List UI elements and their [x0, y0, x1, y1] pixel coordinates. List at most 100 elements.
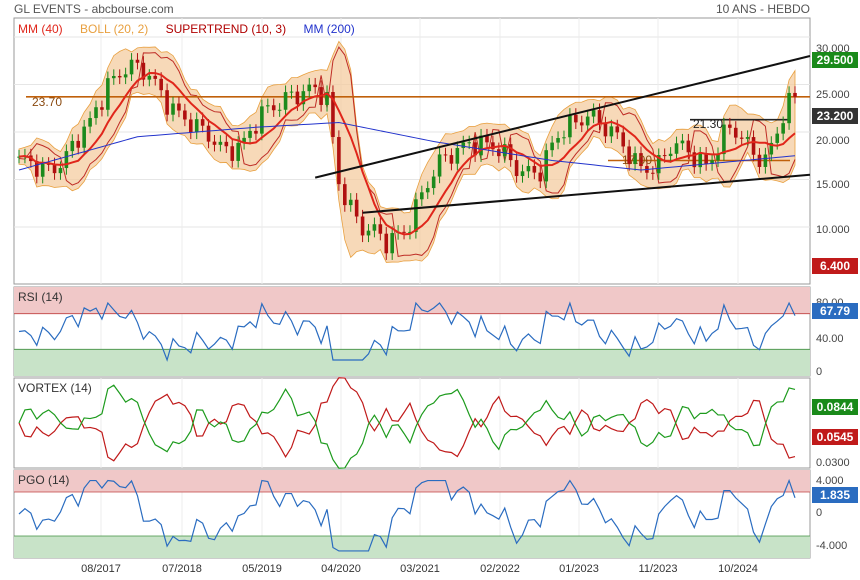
price-candle: [212, 141, 217, 145]
price-candle: [46, 163, 51, 165]
price-candle: [674, 143, 679, 154]
price-candle: [680, 140, 685, 144]
rsi-oversold-zone: [14, 349, 810, 376]
rsi-ytick: 0: [816, 366, 823, 378]
price-candle: [479, 135, 483, 156]
rsi-label: RSI (14): [18, 290, 63, 304]
price-candle: [254, 130, 258, 134]
price-candle: [497, 149, 501, 157]
price-candle: [200, 119, 205, 126]
price-candle: [159, 78, 163, 91]
rsi-ytick: 40.00: [816, 333, 844, 345]
x-axis-label: 11/2023: [638, 563, 678, 575]
price-candle: [769, 142, 774, 155]
price-candle: [502, 144, 507, 157]
price-candle: [751, 137, 756, 155]
price-candle: [289, 91, 294, 93]
vortex-plus-badge: 0.0844: [812, 399, 858, 415]
level-label: 17.00: [622, 153, 653, 167]
price-candle: [384, 233, 389, 254]
trendline: [314, 55, 811, 179]
price-candle: [17, 156, 21, 158]
price-candle: [609, 126, 614, 137]
x-axis-label: 05/2019: [242, 563, 282, 575]
price-candle: [639, 153, 643, 167]
price-candle: [331, 92, 335, 138]
price-candle: [147, 75, 152, 80]
price-candle: [100, 107, 104, 110]
price-candle: [106, 78, 110, 110]
bollinger-band: [18, 40, 796, 263]
price-candle: [88, 118, 92, 127]
price-candle: [165, 90, 169, 115]
price-candle: [171, 103, 175, 115]
price-candle: [135, 59, 140, 63]
price-low-badge: 6.400: [812, 258, 858, 274]
legend-mm40: MM (40): [18, 22, 63, 36]
price-candle: [70, 140, 75, 152]
price-candle: [307, 84, 312, 92]
price-candle: [408, 231, 412, 233]
price-high-badge: 29.500: [812, 52, 858, 68]
price-candle: [562, 137, 566, 139]
price-candle: [153, 75, 158, 79]
chart-period: 10 ANS - HEBDO: [715, 2, 810, 16]
price-candle: [532, 166, 537, 173]
x-axis-label: 04/2020: [321, 563, 361, 575]
price-candle: [739, 137, 744, 139]
pgo-label: PGO (14): [18, 473, 70, 487]
price-candle: [520, 171, 525, 177]
price-candle: [615, 126, 620, 133]
main-ytick: 25.000: [816, 89, 850, 101]
price-candle: [34, 161, 39, 177]
main-ytick: 15.000: [816, 179, 850, 191]
price-candle: [76, 140, 81, 148]
price-candle: [585, 116, 590, 126]
legend-supertrend: SUPERTREND (10, 3): [165, 22, 287, 36]
price-candle: [757, 154, 762, 167]
price-candle: [425, 188, 430, 193]
price-candle: [473, 142, 477, 156]
price-candle: [301, 91, 306, 105]
price-candle: [698, 153, 703, 168]
price-candle: [402, 231, 406, 233]
price-candle: [283, 92, 288, 110]
price-candle: [733, 127, 738, 138]
price-candle: [686, 140, 691, 153]
price-candle: [111, 76, 116, 79]
vortex-ytick: 0.0300: [816, 457, 850, 469]
price-candle: [242, 137, 246, 143]
price-candle: [366, 230, 371, 236]
price-candle: [123, 74, 128, 78]
price-candle: [390, 233, 394, 254]
price-candle: [183, 110, 187, 120]
price-candle: [508, 144, 513, 161]
price-candle: [295, 91, 300, 105]
x-axis-label: 01/2023: [559, 563, 599, 575]
price-candle: [621, 132, 626, 147]
price-candle: [437, 154, 442, 177]
price-candle: [526, 166, 531, 172]
price-candle: [793, 92, 797, 97]
vortex-label: VORTEX (14): [18, 381, 92, 395]
mm40-line: [18, 71, 796, 236]
price-candle: [514, 160, 519, 177]
price-candle: [414, 199, 418, 232]
price-candle: [787, 92, 791, 124]
pgo-overbought-zone: [14, 470, 810, 492]
main-ytick: 10.000: [816, 224, 850, 236]
vortex-plus-line: [18, 384, 796, 469]
price-candle: [348, 199, 353, 206]
x-axis-label: 02/2022: [480, 563, 520, 575]
price-candle: [745, 137, 750, 139]
price-candle: [277, 109, 282, 111]
price-candle: [117, 76, 122, 78]
price-candle: [141, 62, 146, 80]
price-candle: [206, 125, 211, 142]
chart-title: GL EVENTS - abcbourse.com: [14, 2, 174, 16]
price-candle: [491, 142, 495, 150]
main-panel-frame: [13, 17, 811, 285]
price-candle: [781, 123, 785, 134]
vortex-minus-badge: 0.0545: [812, 429, 858, 445]
price-candle: [568, 114, 572, 138]
